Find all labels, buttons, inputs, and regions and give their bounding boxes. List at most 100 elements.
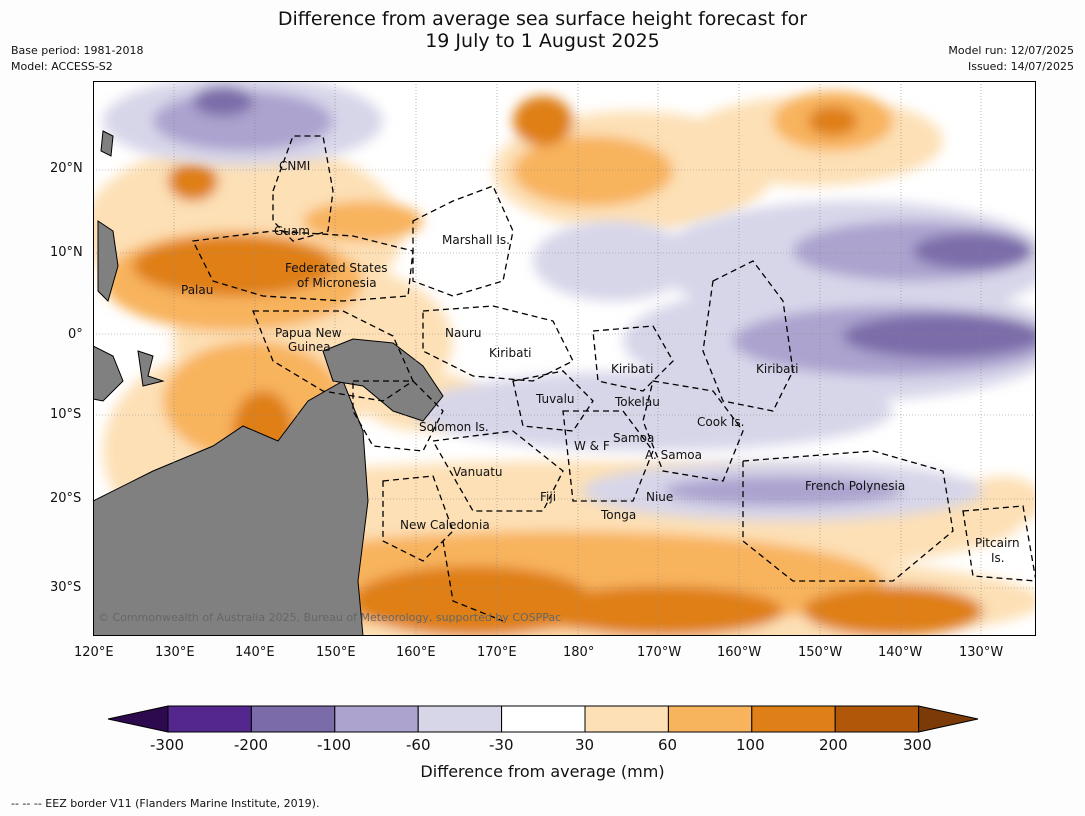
label-palau: Palau bbox=[181, 283, 213, 297]
eez-cook bbox=[642, 380, 744, 482]
label-kiribati-line: Kiribati bbox=[756, 362, 798, 376]
label-cnmi: CNMI bbox=[279, 159, 310, 173]
colorbar-tick-2: -200 bbox=[234, 736, 269, 754]
eez-png bbox=[252, 310, 414, 402]
eez-borders bbox=[192, 135, 1036, 622]
eez-samoa-tonga bbox=[562, 410, 654, 502]
label-fiji: Fiji bbox=[540, 490, 556, 504]
colorbar-title: Difference from average (mm) bbox=[420, 762, 665, 781]
label-pitcairn-2: Is. bbox=[991, 551, 1005, 565]
colorbar-extend-high bbox=[918, 705, 979, 733]
eez-solomon bbox=[352, 380, 444, 452]
colorbar-tick-1: -300 bbox=[150, 736, 185, 754]
label-marshall: Marshall Is. bbox=[442, 233, 510, 247]
colorbar-bin-8 bbox=[751, 705, 836, 733]
lat-tick-10n: 10°N bbox=[50, 245, 83, 260]
label-wallis-futuna: W & F bbox=[574, 439, 610, 453]
lon-tick-150w: 150°W bbox=[798, 645, 843, 660]
colorbar-tick-6: 30 bbox=[575, 736, 595, 754]
colorbar-tick-3: -100 bbox=[317, 736, 352, 754]
eez-nauru-kiribati bbox=[422, 305, 574, 382]
title-line-2: 19 July to 1 August 2025 bbox=[425, 30, 660, 52]
eez-legend-note: -- -- -- EEZ border V11 (Flanders Marine… bbox=[11, 797, 320, 810]
label-guam: Guam bbox=[274, 224, 310, 238]
lat-tick-30s: 30°S bbox=[50, 580, 82, 595]
lat-tick-20n: 20°N bbox=[50, 161, 83, 176]
colorbar-bin-1 bbox=[167, 705, 252, 733]
colorbar-bin-6 bbox=[584, 705, 669, 733]
colorbar-bin-5 bbox=[501, 705, 586, 733]
meta-left: Base period: 1981-2018 Model: ACCESS-S2 bbox=[11, 43, 143, 75]
label-vanuatu: Vanuatu bbox=[453, 465, 503, 479]
title-line-1: Difference from average sea surface heig… bbox=[277, 8, 808, 30]
label-french-polynesia: French Polynesia bbox=[805, 479, 905, 493]
label-kiribati-phoenix: Kiribati bbox=[611, 362, 653, 376]
colorbar-tick-9: 200 bbox=[819, 736, 848, 754]
lon-tick-180: 180° bbox=[563, 645, 595, 660]
colorbar-extend-low bbox=[107, 705, 169, 733]
label-tokelau: Tokelau bbox=[614, 395, 660, 409]
lon-tick-160e: 160°E bbox=[396, 645, 436, 660]
region-labels: CNMI Guam Marshall Is. Federated States … bbox=[181, 159, 1020, 565]
lon-tick-170w: 170°W bbox=[637, 645, 682, 660]
lon-tick-130e: 130°E bbox=[155, 645, 195, 660]
colorbar-bin-3 bbox=[334, 705, 419, 733]
lon-tick-140e: 140°E bbox=[235, 645, 275, 660]
new-guinea-landmass bbox=[322, 338, 444, 422]
model-run: Model run: 12/07/2025 bbox=[948, 44, 1074, 57]
chart-title: Difference from average sea surface heig… bbox=[0, 8, 1085, 52]
eez-new-caledonia bbox=[382, 475, 454, 562]
lon-tick-140w: 140°W bbox=[878, 645, 923, 660]
eez-marshall bbox=[412, 185, 514, 297]
lat-tick-20s: 20°S bbox=[50, 491, 82, 506]
eez-tuvalu bbox=[512, 370, 594, 432]
negative-anomaly-fields bbox=[103, 81, 1036, 521]
lon-tick-130w: 130°W bbox=[959, 645, 1004, 660]
map-frame bbox=[93, 81, 1036, 636]
eez-kiribati-phoenix bbox=[592, 325, 674, 392]
label-american-samoa: A. Samoa bbox=[645, 448, 702, 462]
label-nauru: Nauru bbox=[445, 326, 481, 340]
taiwan-landmass bbox=[100, 130, 114, 157]
colorbar-tick-4: -60 bbox=[406, 736, 431, 754]
label-tonga: Tonga bbox=[600, 508, 636, 522]
sea-height-map: CNMI Guam Marshall Is. Federated States … bbox=[93, 81, 1036, 636]
lon-tick-150e: 150°E bbox=[316, 645, 356, 660]
label-png-1: Papua New bbox=[275, 326, 342, 340]
label-niue: Niue bbox=[646, 490, 673, 504]
lon-tick-160w: 160°W bbox=[717, 645, 762, 660]
eez-french-polynesia bbox=[742, 450, 954, 582]
model-name: Model: ACCESS-S2 bbox=[11, 60, 113, 73]
eez-vanuatu-fiji bbox=[431, 430, 564, 512]
copyright-notice: © Commonwealth of Australia 2025, Bureau… bbox=[98, 611, 561, 624]
graticule bbox=[93, 81, 1036, 636]
eez-pitcairn bbox=[962, 505, 1036, 582]
colorbar-bin-4 bbox=[417, 705, 503, 733]
eez-south-arc bbox=[442, 540, 504, 622]
colorbar-bin-7 bbox=[667, 705, 753, 733]
eez-kiribati-line bbox=[702, 260, 794, 412]
eez-cnmi bbox=[272, 135, 334, 242]
philippines-landmass bbox=[97, 220, 119, 302]
sulawesi-landmass bbox=[137, 350, 165, 387]
lon-tick-170e: 170°E bbox=[477, 645, 517, 660]
colorbar-tick-8: 100 bbox=[736, 736, 765, 754]
label-pitcairn-1: Pitcairn bbox=[975, 536, 1020, 550]
label-kiribati-gilbert: Kiribati bbox=[489, 346, 531, 360]
meta-right: Model run: 12/07/2025 Issued: 14/07/2025 bbox=[948, 43, 1074, 75]
borneo-landmass bbox=[93, 345, 124, 402]
label-fsm-2: of Micronesia bbox=[297, 276, 377, 290]
map-svg: CNMI Guam Marshall Is. Federated States … bbox=[93, 81, 1036, 636]
lon-tick-120e: 120°E bbox=[74, 645, 114, 660]
colorbar-tick-5: -30 bbox=[489, 736, 514, 754]
base-period: Base period: 1981-2018 bbox=[11, 44, 144, 57]
land-masses bbox=[93, 130, 444, 636]
colorbar-bin-9 bbox=[834, 705, 920, 733]
label-solomon: Solomon Is. bbox=[419, 420, 489, 434]
label-new-caledonia: New Caledonia bbox=[400, 518, 490, 532]
colorbar bbox=[107, 705, 979, 733]
issued-date: Issued: 14/07/2025 bbox=[967, 60, 1074, 73]
colorbar-tick-10: 300 bbox=[903, 736, 932, 754]
lat-tick-0: 0° bbox=[68, 327, 83, 342]
lat-tick-10s: 10°S bbox=[50, 407, 82, 422]
